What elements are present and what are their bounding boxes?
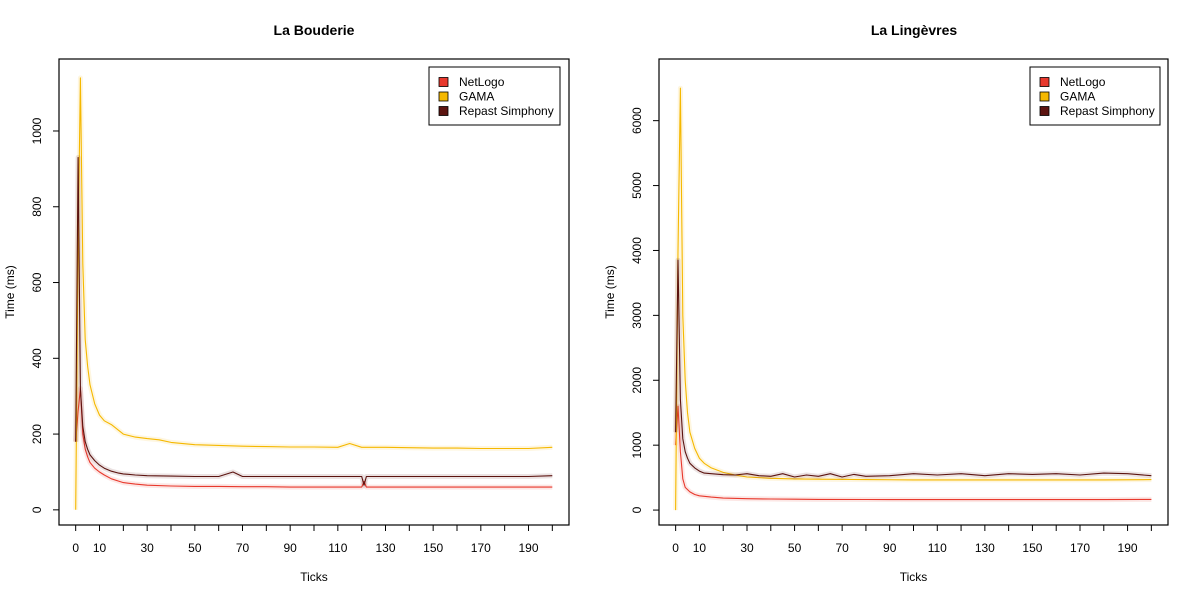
y-tick-label: 6000 bbox=[630, 107, 644, 134]
series-line-1 bbox=[75, 77, 553, 510]
legend-swatch bbox=[1039, 77, 1050, 87]
chart-title: La Lingèvres bbox=[871, 22, 958, 38]
x-tick-label: 70 bbox=[835, 541, 849, 555]
series-line-0 bbox=[75, 388, 553, 488]
x-tick-label: 170 bbox=[1070, 541, 1090, 555]
x-tick-label: 130 bbox=[375, 541, 395, 555]
legend-label: Repast Simphony bbox=[1060, 104, 1155, 118]
x-tick-label: 90 bbox=[283, 541, 297, 555]
y-tick-label: 1000 bbox=[630, 432, 644, 459]
series-line-2 bbox=[75, 156, 553, 486]
y-tick-label: 400 bbox=[30, 348, 44, 368]
x-tick-label: 170 bbox=[471, 541, 491, 555]
series-band-0 bbox=[673, 403, 1152, 503]
y-tick-label: 4000 bbox=[630, 237, 644, 264]
x-tick-label: 110 bbox=[928, 541, 947, 555]
y-tick-label: 1000 bbox=[30, 117, 44, 144]
series-band-2 bbox=[73, 155, 553, 488]
x-tick-label: 130 bbox=[975, 541, 995, 555]
x-tick-label: 70 bbox=[236, 541, 250, 555]
y-tick-label: 0 bbox=[630, 506, 644, 513]
plot-frame bbox=[658, 58, 1169, 526]
legend-label: NetLogo bbox=[1060, 75, 1106, 89]
x-tick-label: 110 bbox=[328, 541, 347, 555]
series-line-2 bbox=[675, 259, 1152, 478]
x-axis-label: Ticks bbox=[900, 570, 928, 584]
legend-label: Repast Simphony bbox=[459, 104, 554, 118]
series-band-1 bbox=[73, 75, 553, 510]
legend-swatch bbox=[438, 91, 449, 102]
series-band-2 bbox=[673, 257, 1152, 480]
y-axis-label: Time (ms) bbox=[3, 265, 17, 319]
x-tick-label: 30 bbox=[740, 541, 754, 555]
x-tick-label: 190 bbox=[518, 541, 538, 555]
x-tick-label: 150 bbox=[1022, 541, 1042, 555]
y-tick-label: 0 bbox=[30, 506, 44, 513]
y-tick-label: 800 bbox=[30, 196, 44, 216]
x-tick-label: 150 bbox=[423, 541, 443, 555]
legend-swatch bbox=[438, 77, 449, 87]
legend-label: GAMA bbox=[1060, 90, 1095, 104]
x-tick-label: 10 bbox=[93, 541, 107, 555]
plot-frame bbox=[58, 58, 570, 526]
x-tick-label: 10 bbox=[693, 541, 707, 555]
chart-title: La Bouderie bbox=[274, 22, 355, 38]
x-tick-label: 0 bbox=[672, 541, 679, 555]
y-tick-label: 200 bbox=[30, 424, 44, 444]
x-tick-label: 30 bbox=[140, 541, 154, 555]
chart-panel-1: La Lingèvres 0 10 30 50 70 90 110 130 150 170 190 0 1… bbox=[603, 22, 1169, 584]
series-line-1 bbox=[675, 87, 1152, 511]
x-tick-label: 0 bbox=[72, 541, 79, 555]
legend-box bbox=[428, 66, 561, 126]
x-axis-label: Ticks bbox=[300, 570, 328, 584]
y-axis-label: Time (ms) bbox=[603, 265, 617, 319]
legend-swatch bbox=[438, 106, 449, 116]
legend-swatch bbox=[1039, 106, 1050, 116]
y-tick-label: 5000 bbox=[630, 172, 644, 199]
legend-label: NetLogo bbox=[459, 75, 505, 89]
legend-swatch bbox=[1039, 91, 1050, 102]
x-tick-label: 50 bbox=[788, 541, 802, 555]
chart-panel-0: La Bouderie 0 10 30 50 70 90 110 130 150 170 190 0 20… bbox=[3, 22, 570, 584]
series-band-1 bbox=[673, 85, 1152, 511]
legend-box bbox=[1029, 66, 1161, 126]
y-tick-label: 600 bbox=[30, 272, 44, 292]
legend-label: GAMA bbox=[459, 90, 494, 104]
x-tick-label: 50 bbox=[188, 541, 202, 555]
y-tick-label: 2000 bbox=[630, 367, 644, 394]
x-tick-label: 190 bbox=[1118, 541, 1138, 555]
x-tick-label: 90 bbox=[883, 541, 897, 555]
y-tick-label: 3000 bbox=[630, 302, 644, 329]
series-line-0 bbox=[675, 405, 1152, 501]
